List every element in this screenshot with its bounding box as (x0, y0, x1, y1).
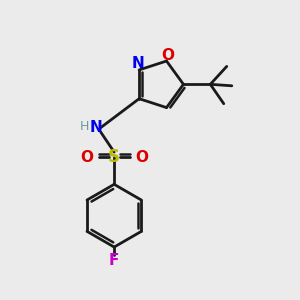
Text: N: N (90, 120, 103, 135)
Text: S: S (108, 148, 120, 166)
Text: O: O (135, 150, 148, 165)
Text: O: O (161, 47, 175, 62)
Text: N: N (131, 56, 144, 71)
Text: O: O (80, 150, 93, 165)
Text: F: F (109, 253, 119, 268)
Text: H: H (80, 120, 90, 133)
